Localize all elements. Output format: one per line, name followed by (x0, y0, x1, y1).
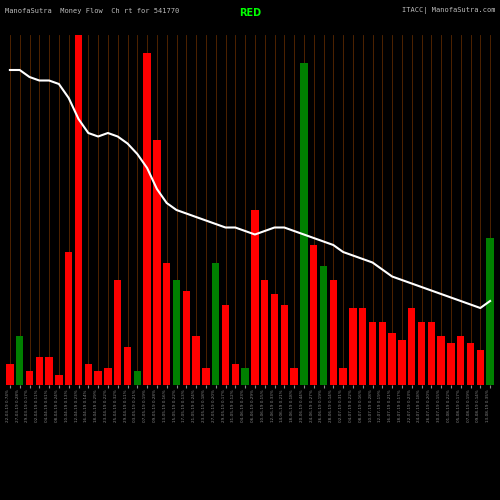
Bar (418, 322, 425, 385)
Bar (447, 343, 454, 385)
Bar (75, 35, 82, 385)
Bar (349, 308, 356, 385)
Bar (457, 336, 464, 385)
Bar (36, 357, 43, 385)
Bar (388, 332, 396, 385)
Bar (124, 346, 131, 385)
Bar (340, 368, 347, 385)
Bar (134, 371, 141, 385)
Bar (16, 336, 24, 385)
Text: ManofaSutra  Money Flow  Ch rt for 541770: ManofaSutra Money Flow Ch rt for 541770 (5, 8, 179, 14)
Bar (55, 374, 62, 385)
Bar (486, 238, 494, 385)
Bar (192, 336, 200, 385)
Bar (153, 140, 160, 385)
Bar (359, 308, 366, 385)
Bar (65, 252, 72, 385)
Bar (202, 368, 209, 385)
Bar (26, 371, 33, 385)
Bar (104, 368, 112, 385)
Bar (182, 290, 190, 385)
Bar (46, 357, 53, 385)
Bar (290, 368, 298, 385)
Bar (261, 280, 268, 385)
Bar (144, 52, 151, 385)
Bar (378, 322, 386, 385)
Bar (467, 343, 474, 385)
Bar (310, 245, 318, 385)
Bar (408, 308, 416, 385)
Bar (271, 294, 278, 385)
Bar (330, 280, 337, 385)
Bar (114, 280, 122, 385)
Bar (6, 364, 14, 385)
Bar (242, 368, 249, 385)
Bar (163, 262, 170, 385)
Bar (232, 364, 239, 385)
Bar (94, 371, 102, 385)
Bar (222, 304, 229, 385)
Text: RED: RED (239, 8, 261, 18)
Bar (280, 304, 288, 385)
Bar (428, 322, 435, 385)
Bar (320, 266, 327, 385)
Bar (300, 63, 308, 385)
Bar (369, 322, 376, 385)
Bar (438, 336, 445, 385)
Bar (398, 340, 406, 385)
Text: ITACC| ManofaSutra.com: ITACC| ManofaSutra.com (402, 8, 495, 14)
Bar (476, 350, 484, 385)
Bar (212, 262, 220, 385)
Bar (251, 210, 258, 385)
Bar (84, 364, 92, 385)
Bar (173, 280, 180, 385)
